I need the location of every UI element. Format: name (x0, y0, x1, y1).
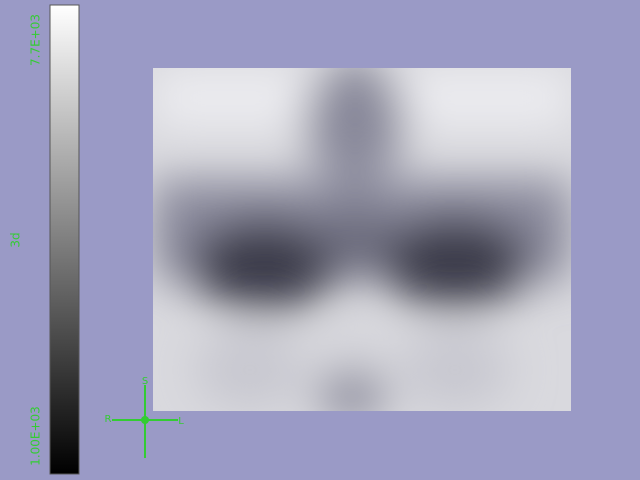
orientation-marker: S R L (105, 376, 184, 458)
orient-right: L (178, 416, 184, 427)
orient-top: S (142, 376, 148, 387)
colorbar (49, 4, 80, 475)
orient-left: R (105, 414, 112, 425)
colorbar-max: 7.7E+03 (29, 14, 43, 66)
slice-image (153, 68, 571, 411)
colorbar-min: 1.00E+03 (29, 406, 43, 466)
colorbar-title: 3d (9, 232, 23, 247)
